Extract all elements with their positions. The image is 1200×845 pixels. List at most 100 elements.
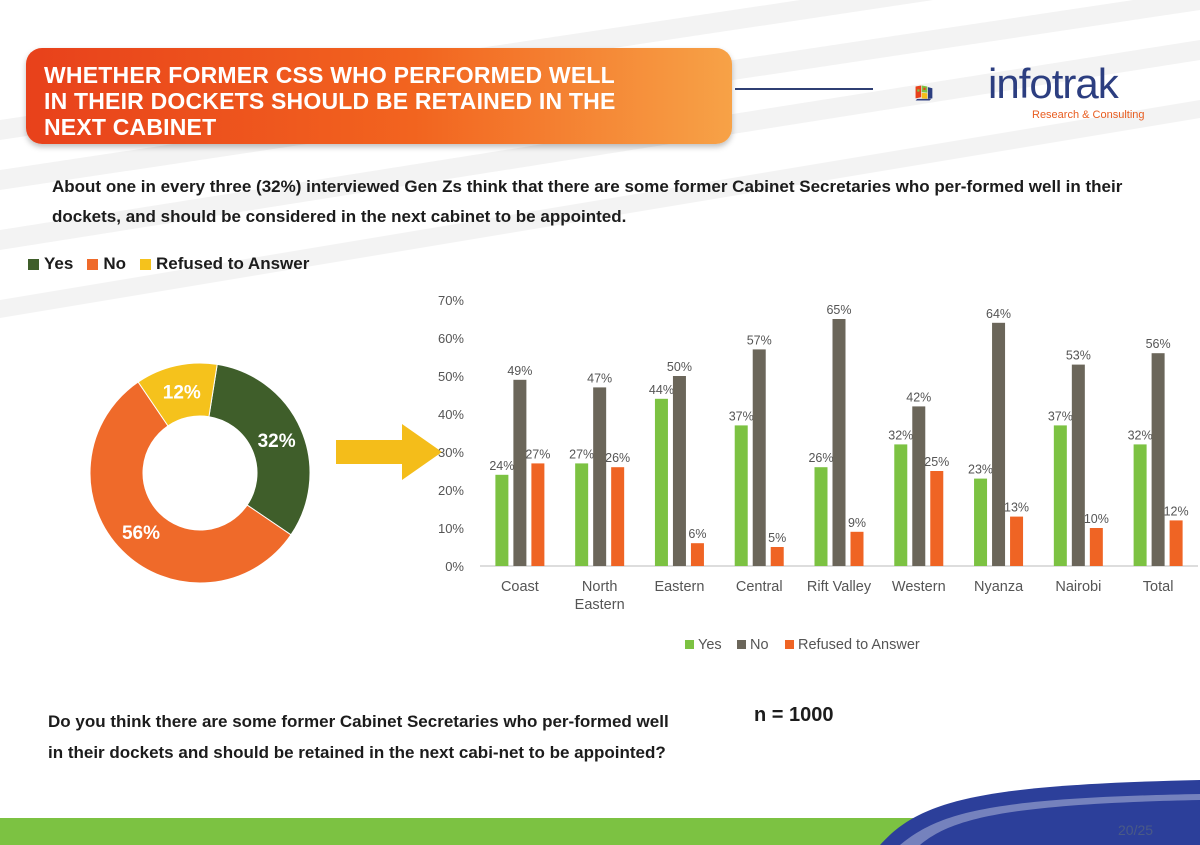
bar-data-label: 65% bbox=[826, 303, 851, 317]
donut-chart: 32% 56% 12% bbox=[89, 362, 311, 584]
bar-data-label: 47% bbox=[587, 371, 612, 385]
footer-band bbox=[0, 780, 1200, 845]
y-tick-label: 20% bbox=[438, 483, 464, 498]
bar-data-label: 26% bbox=[605, 451, 630, 465]
donut-data-label: 32% bbox=[258, 431, 296, 452]
legend-label: Refused to Answer bbox=[798, 637, 920, 653]
y-tick-label: 50% bbox=[438, 369, 464, 384]
bar-data-label: 12% bbox=[1164, 504, 1189, 518]
x-tick-label: Rift Valley bbox=[807, 579, 872, 595]
x-tick-label: North bbox=[582, 579, 617, 595]
bar-data-label: 42% bbox=[906, 390, 931, 404]
y-tick-label: 60% bbox=[438, 331, 464, 346]
arrow-right-icon bbox=[336, 424, 442, 480]
x-tick-label: Total bbox=[1143, 579, 1174, 595]
donut-slice-no bbox=[89, 381, 292, 584]
y-tick-label: 70% bbox=[438, 293, 464, 308]
x-tick-label: Coast bbox=[501, 579, 539, 595]
subtitle: About one in every three (32%) interview… bbox=[52, 177, 1123, 226]
bar-data-label: 25% bbox=[924, 455, 949, 469]
bar-refused-to-answer bbox=[531, 463, 545, 566]
bar-data-label: 26% bbox=[808, 451, 833, 465]
x-tick-label: Nairobi bbox=[1055, 579, 1101, 595]
bar-data-label: 32% bbox=[888, 428, 913, 442]
title-divider bbox=[735, 88, 873, 90]
x-tick-label: Central bbox=[736, 579, 783, 595]
bar-yes bbox=[734, 425, 748, 566]
bar-yes bbox=[814, 467, 828, 566]
bar-no bbox=[992, 322, 1006, 566]
title-banner bbox=[26, 48, 732, 144]
donut-legend: Yes No Refused to Answer bbox=[28, 254, 309, 274]
infotrak-logo-icon bbox=[915, 85, 933, 101]
bar-data-label: 53% bbox=[1066, 349, 1091, 363]
bar-data-label: 24% bbox=[489, 459, 514, 473]
bar-data-label: 13% bbox=[1004, 501, 1029, 515]
bar-data-label: 64% bbox=[986, 307, 1011, 321]
survey-question: Do you think there are some former Cabin… bbox=[48, 712, 669, 762]
bar-data-label: 37% bbox=[729, 409, 754, 423]
y-tick-label: 40% bbox=[438, 407, 464, 422]
bar-data-label: 9% bbox=[848, 516, 866, 530]
bar-yes bbox=[974, 478, 988, 566]
bar-yes bbox=[1053, 425, 1067, 566]
legend-label: No bbox=[103, 254, 126, 273]
x-tick-label: Eastern bbox=[575, 597, 625, 613]
donut-slice-yes bbox=[208, 363, 311, 536]
legend-item-no: No bbox=[87, 254, 126, 274]
bar-data-label: 37% bbox=[1048, 409, 1073, 423]
legend-swatch-no bbox=[87, 258, 99, 270]
sample-size: n = 1000 bbox=[754, 704, 834, 726]
bar-data-label: 44% bbox=[649, 383, 674, 397]
legend-item-refused: Refused to Answer bbox=[139, 254, 310, 274]
legend-swatch bbox=[785, 640, 794, 649]
bar-no bbox=[513, 379, 527, 566]
logo-wordmark: infotrak bbox=[988, 60, 1119, 107]
bar-data-label: 56% bbox=[1146, 337, 1171, 351]
x-tick-label: Eastern bbox=[654, 579, 704, 595]
donut-slice-refused-to-answer bbox=[137, 362, 218, 427]
bar-no bbox=[832, 319, 846, 566]
bar-refused-to-answer bbox=[930, 471, 944, 566]
donut-data-label: 12% bbox=[163, 383, 201, 404]
page-title: WHETHER FORMER CSs WHO PERFORMED WELL IN… bbox=[44, 62, 616, 140]
bar-data-label: 27% bbox=[569, 447, 594, 461]
legend-swatch-yes bbox=[28, 258, 39, 270]
bar-chart: 0% 10% 20% 30% 40% 50% 60% 70% 24% 49% 27% Coast 27%… bbox=[438, 293, 1198, 653]
bar-refused-to-answer bbox=[1169, 520, 1183, 566]
x-tick-label: Western bbox=[892, 579, 946, 595]
bar-refused-to-answer bbox=[770, 547, 784, 566]
bar-yes bbox=[894, 444, 908, 566]
bar-data-label: 10% bbox=[1084, 512, 1109, 526]
bar-data-label: 23% bbox=[968, 463, 993, 477]
bar-yes bbox=[495, 474, 509, 566]
bar-data-label: 5% bbox=[768, 531, 786, 545]
legend-item-yes: Yes bbox=[28, 254, 73, 274]
legend-swatch bbox=[685, 640, 694, 649]
bar-no bbox=[1071, 364, 1085, 566]
bar-refused-to-answer bbox=[850, 531, 864, 566]
bar-no bbox=[672, 376, 686, 566]
legend-swatch-refused bbox=[139, 258, 151, 270]
bar-no bbox=[912, 406, 926, 566]
bar-refused-to-answer bbox=[1089, 528, 1103, 566]
legend-label: Refused to Answer bbox=[155, 254, 310, 273]
y-tick-label: 10% bbox=[438, 521, 464, 536]
legend-label: Yes bbox=[698, 637, 722, 653]
bar-yes bbox=[654, 398, 668, 566]
legend-label: Yes bbox=[44, 254, 74, 273]
bar-no bbox=[752, 349, 766, 566]
legend-swatch bbox=[737, 640, 746, 649]
bar-refused-to-answer bbox=[1010, 516, 1024, 566]
bar-yes bbox=[1133, 444, 1147, 566]
bar-data-label: 6% bbox=[688, 527, 706, 541]
bar-data-label: 50% bbox=[667, 360, 692, 374]
logo-tagline: Research & Consulting bbox=[1032, 109, 1145, 121]
bar-data-label: 32% bbox=[1128, 428, 1153, 442]
x-tick-label: Nyanza bbox=[974, 579, 1024, 595]
bar-data-label: 49% bbox=[507, 364, 532, 378]
bar-no bbox=[593, 387, 607, 566]
donut-data-label: 56% bbox=[122, 523, 160, 544]
bar-refused-to-answer bbox=[690, 543, 704, 566]
bar-no bbox=[1151, 353, 1165, 566]
